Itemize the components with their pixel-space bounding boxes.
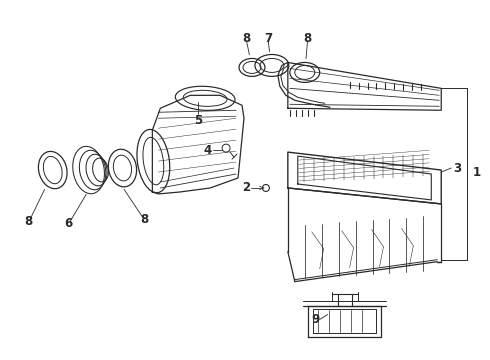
Text: 8: 8 bbox=[304, 32, 312, 45]
Text: 8: 8 bbox=[140, 213, 148, 226]
Text: 8: 8 bbox=[24, 215, 33, 228]
Text: 8: 8 bbox=[242, 32, 250, 45]
Text: 1: 1 bbox=[473, 166, 481, 179]
Text: 5: 5 bbox=[194, 114, 202, 127]
Text: 7: 7 bbox=[264, 32, 272, 45]
Text: 3: 3 bbox=[453, 162, 461, 175]
Text: 4: 4 bbox=[204, 144, 212, 157]
Text: 2: 2 bbox=[242, 181, 250, 194]
Text: 6: 6 bbox=[65, 217, 73, 230]
Text: 9: 9 bbox=[312, 313, 320, 326]
